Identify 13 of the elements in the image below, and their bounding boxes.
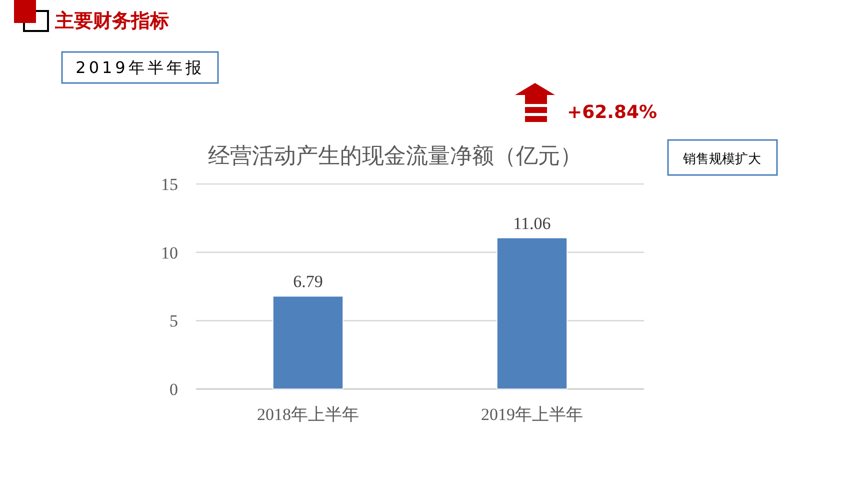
text: 主要财务指标 — [54, 10, 169, 32]
text: 销售规模扩大 — [682, 152, 761, 167]
data-label: 11.06 — [513, 214, 551, 233]
y-tick-label: 0 — [170, 380, 178, 399]
text: +62.84% — [567, 102, 658, 123]
y-tick-label: 5 — [170, 312, 178, 331]
x-tick-label: 2018年上半年 — [257, 405, 359, 424]
y-tick-label: 15 — [161, 175, 178, 194]
chart-subtitle: 2019年半年报 — [76, 58, 204, 77]
chart-title: 经营活动产生的现金流量净额（亿元） — [208, 143, 582, 168]
x-tick-label: 2019年上半年 — [481, 405, 583, 424]
data-label: 6.79 — [293, 272, 323, 292]
y-tick-label: 10 — [161, 243, 178, 262]
